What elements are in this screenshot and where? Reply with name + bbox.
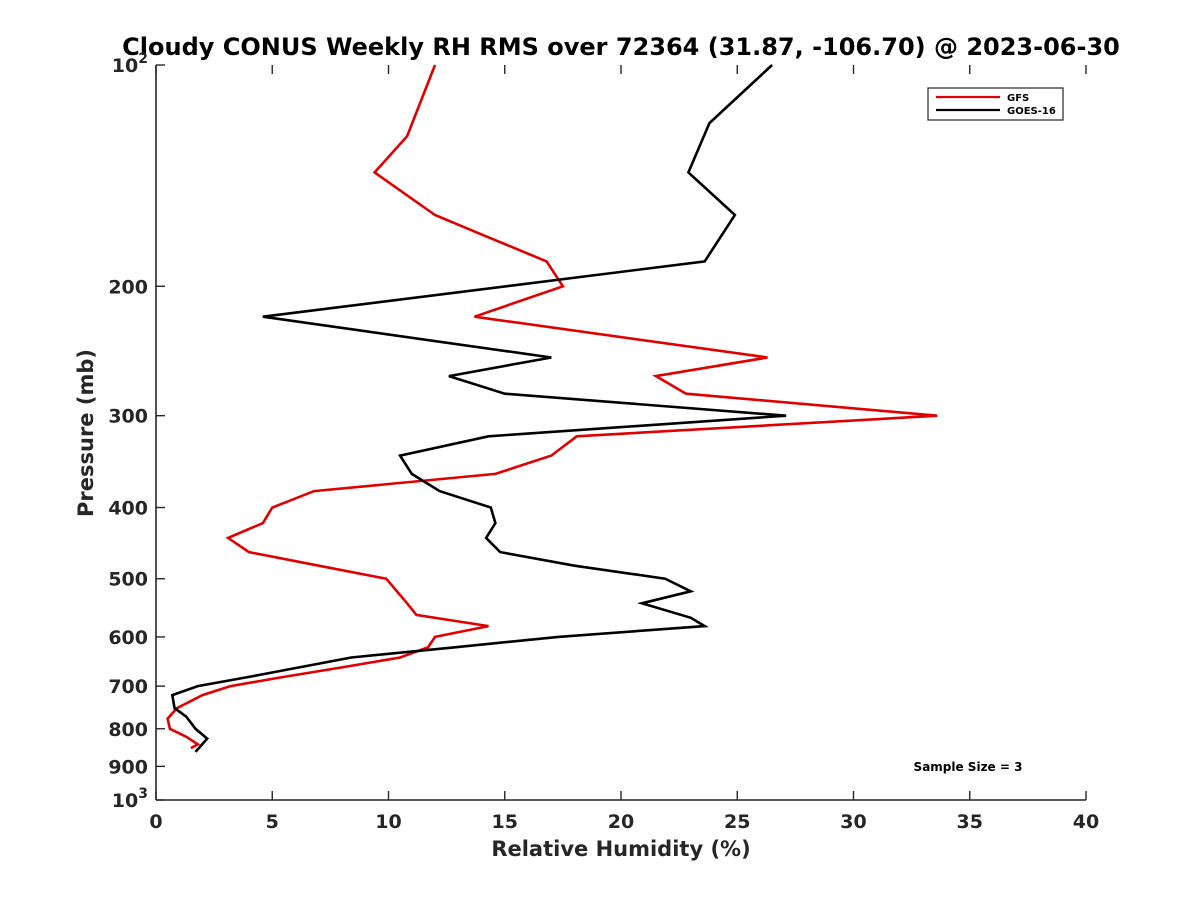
- sample-size-annotation: Sample Size = 3: [914, 760, 1023, 774]
- x-tick-label: 15: [492, 811, 518, 833]
- x-tick-label: 35: [957, 811, 983, 833]
- y-tick-label: 102: [112, 51, 148, 77]
- y-tick-label: 800: [108, 719, 148, 741]
- y-tick-label: 400: [108, 498, 148, 520]
- y-tick-label: 600: [108, 627, 148, 649]
- legend-label-goes16: GOES-16: [1007, 106, 1056, 117]
- y-axis-ticks: 102 200 300 400 500 600 700 800 900 103: [108, 51, 165, 812]
- y-tick-label: 500: [108, 569, 148, 591]
- x-tick-label: 0: [149, 811, 162, 833]
- x-tick-label: 30: [840, 811, 866, 833]
- legend: GFS GOES-16: [927, 87, 1064, 121]
- chart-title: Cloudy CONUS Weekly RH RMS over 72364 (3…: [122, 33, 1120, 61]
- y-axis-label: Pressure (mb): [74, 349, 98, 517]
- y-tick-label: 103: [112, 786, 148, 812]
- series-line-goes16: [170, 64, 787, 753]
- y-tick-label: 200: [108, 276, 148, 298]
- x-tick-label: 10: [375, 811, 401, 833]
- y-tick-label: 300: [108, 406, 148, 428]
- x-tick-label: 40: [1073, 811, 1099, 833]
- x-axis-ticks: 0 5 10 15 20 25 30 35 40: [149, 65, 1099, 833]
- legend-label-gfs: GFS: [1007, 93, 1029, 104]
- y-tick-label: 900: [108, 756, 148, 778]
- x-tick-label: 25: [724, 811, 750, 833]
- x-tick-label: 20: [608, 811, 634, 833]
- x-axis-label: Relative Humidity (%): [491, 837, 750, 861]
- series-line-gfs: [166, 64, 938, 750]
- series-layer: [166, 64, 938, 753]
- legend-box: [927, 87, 1064, 121]
- x-tick-label: 5: [266, 811, 279, 833]
- y-tick-label: 700: [108, 676, 148, 698]
